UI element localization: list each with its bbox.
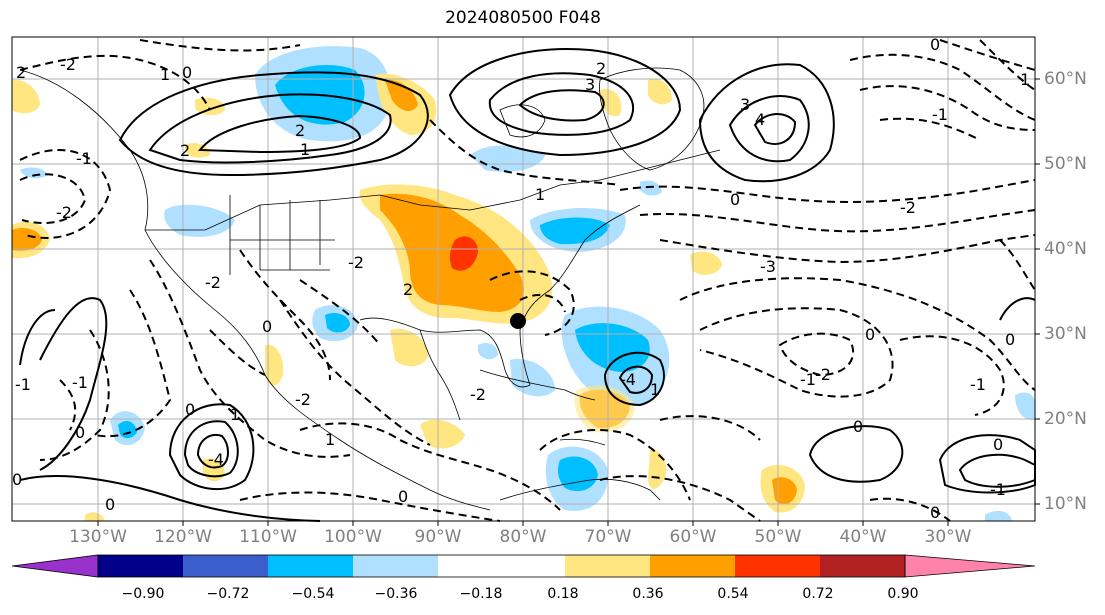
lon-label: 60°W [669,527,717,547]
contour-label: 2 [295,121,305,140]
lat-label: 60°N [1044,69,1087,89]
contour-label: -1 [72,373,88,392]
colorbar [11,554,1036,578]
contour-label: 0 [398,487,408,506]
contour-label: 0 [12,470,22,489]
contour-label: 0 [182,63,192,82]
contour-label: 0 [853,417,863,436]
contour-label: 2 [403,280,413,299]
lon-label: 40°W [839,527,887,547]
graticule [12,37,1035,521]
contour-label: -4 [620,370,636,389]
contour-label: 0 [75,423,85,442]
contour-label: -1 [990,480,1006,499]
map-plot: 2 2 2 2 -2 -2 2 -2 -2 -1 -2 -2 -2 -3 -2 … [11,35,1040,526]
lon-label: 130°W [69,527,127,547]
lat-label: 20°N [1044,409,1087,429]
contour-labels: 2 2 2 2 -2 -2 2 -2 -2 -1 -2 -2 -2 -3 -2 … [12,35,1030,522]
colorbar-segment [268,555,353,577]
contour-label: 1 [325,430,335,449]
colorbar-segment [565,555,650,577]
contour-label: -2 [56,203,72,222]
contour-label: -2 [205,273,221,292]
location-marker [510,313,526,329]
contour-label: -1 [970,375,986,394]
contour-label: -3 [760,257,776,276]
colorbar-tick: −0.54 [291,586,335,602]
contour-label: 1 [230,405,240,424]
contour-label: -2 [348,253,364,272]
colorbar-tick: 0.18 [547,586,579,602]
contour-label: 0 [930,503,940,522]
contour-label: -1 [76,149,92,168]
contour-label: -2 [295,390,311,409]
contour-lines-negative [19,39,1036,522]
contour-label: 2 [180,141,190,160]
contour-label: 1 [300,140,310,159]
contour-label: 0 [1005,330,1015,349]
contour-label: -2 [815,365,831,384]
lon-label: 110°W [239,527,297,547]
contour-label: -1 [932,105,948,124]
lon-label: 30°W [924,527,972,547]
anomaly-shading [12,46,1035,521]
colorbar-tick: −0.72 [206,586,250,602]
contour-label: -2 [900,198,916,217]
contour-label: 0 [185,400,195,419]
lat-label: 10°N [1044,494,1087,514]
lat-label: 50°N [1044,154,1087,174]
colorbar-tick: −0.18 [459,586,503,602]
colorbar-segment [98,555,183,577]
contour-label: 0 [262,317,272,336]
lat-label: 40°N [1044,239,1087,259]
contour-label: -2 [60,55,76,74]
contour-label: 3 [740,95,750,114]
colorbar-tick: 0.36 [632,586,664,602]
contour-label: 1 [650,380,660,399]
contour-label: 0 [105,495,115,514]
colorbar-tick: 0.72 [802,586,834,602]
contour-label: 1 [535,185,545,204]
lon-label: 90°W [414,527,462,547]
lon-label: 100°W [324,527,382,547]
contour-label: 1 [1020,70,1030,89]
colorbar-segment [183,555,268,577]
contour-label: 3 [585,75,595,94]
lon-label: 70°W [584,527,632,547]
contour-label: 0 [865,325,875,344]
contour-label: 2 [596,59,606,78]
contour-label: 0 [993,435,1003,454]
lon-label: 120°W [154,527,212,547]
colorbar-segment [820,555,905,577]
colorbar-segment [650,555,735,577]
contour-label: -4 [208,450,224,469]
lon-label: 50°W [754,527,802,547]
colorbar-segment [735,555,820,577]
contour-label: -1 [15,375,31,394]
colorbar-tick: 0.54 [717,586,749,602]
colorbar-tick: 0.90 [887,586,919,602]
contour-label: 4 [755,110,765,129]
contour-label: 0 [730,190,740,209]
contour-label: 2 [16,63,26,82]
colorbar-tick: −0.36 [374,586,418,602]
colorbar-segment [438,555,565,577]
contour-label: -2 [470,385,486,404]
map-title: 2024080500 F048 [445,8,601,28]
contour-label: 0 [930,35,940,54]
colorbar-high-extend [904,554,1036,578]
colorbar-tick: −0.90 [121,586,165,602]
lat-label: 30°N [1044,324,1087,344]
contour-label: -1 [800,370,816,389]
contour-label: 1 [160,65,170,84]
colorbar-segment [353,555,438,577]
colorbar-low-extend [11,554,99,578]
lon-label: 80°W [499,527,547,547]
